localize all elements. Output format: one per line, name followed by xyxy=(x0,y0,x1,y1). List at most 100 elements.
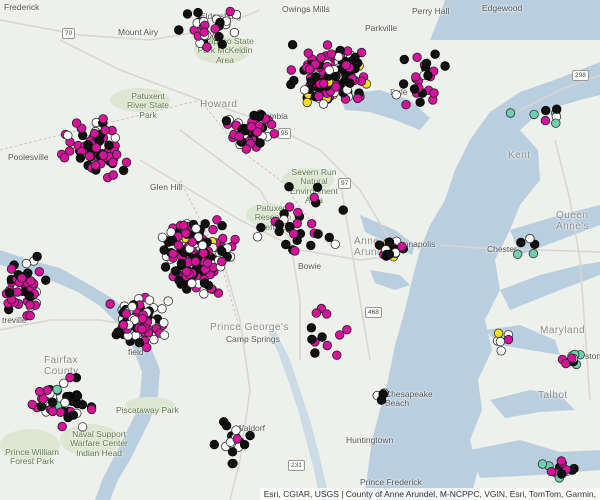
map-point-marker[interactable] xyxy=(187,237,198,247)
map-point-marker[interactable] xyxy=(289,75,299,86)
map-point-marker[interactable] xyxy=(267,119,277,130)
map-point-marker[interactable] xyxy=(284,202,295,212)
map-point-marker[interactable] xyxy=(60,397,70,408)
map-point-marker[interactable] xyxy=(104,140,114,150)
map-point-marker[interactable] xyxy=(319,78,329,89)
map-point-marker[interactable] xyxy=(118,320,129,330)
map-point-marker[interactable] xyxy=(89,128,100,139)
map-point-marker[interactable] xyxy=(181,267,192,277)
map-point-marker[interactable] xyxy=(246,121,257,132)
map-point-marker[interactable] xyxy=(311,72,321,82)
map-point-marker[interactable] xyxy=(26,276,36,286)
map-point-marker[interactable] xyxy=(324,232,335,243)
map-point-marker[interactable] xyxy=(412,52,422,63)
map-point-marker[interactable] xyxy=(302,97,312,108)
map-point-marker[interactable] xyxy=(121,309,132,319)
map-point-marker[interactable] xyxy=(505,108,516,118)
map-point-marker[interactable] xyxy=(35,386,45,397)
map-point-marker[interactable] xyxy=(218,233,228,244)
map-point-marker[interactable] xyxy=(157,232,168,243)
map-point-marker[interactable] xyxy=(59,378,69,389)
map-point-marker[interactable] xyxy=(72,391,83,401)
map-point-marker[interactable] xyxy=(149,334,159,345)
map-point-marker[interactable] xyxy=(59,153,70,163)
map-point-marker[interactable] xyxy=(415,97,425,108)
map-point-marker[interactable] xyxy=(159,330,170,340)
map-point-marker[interactable] xyxy=(421,58,432,69)
map-point-marker[interactable] xyxy=(322,40,333,50)
map-point-marker[interactable] xyxy=(77,422,88,432)
map-point-marker[interactable] xyxy=(202,42,212,52)
map-point-marker[interactable] xyxy=(98,114,108,124)
map-point-marker[interactable] xyxy=(173,240,184,250)
map-point-marker[interactable] xyxy=(202,258,213,268)
map-point-marker[interactable] xyxy=(429,88,439,98)
map-point-marker[interactable] xyxy=(326,49,337,59)
map-point-marker[interactable] xyxy=(399,54,410,65)
map-point-marker[interactable] xyxy=(91,142,101,153)
map-point-marker[interactable] xyxy=(6,264,17,274)
map-point-marker[interactable] xyxy=(314,91,324,102)
map-point-marker[interactable] xyxy=(322,340,333,351)
map-point-marker[interactable] xyxy=(342,325,352,335)
map-point-marker[interactable] xyxy=(398,79,409,89)
map-point-marker[interactable] xyxy=(217,256,227,267)
map-point-marker[interactable] xyxy=(411,72,421,82)
map-point-marker[interactable] xyxy=(313,229,323,239)
map-point-marker[interactable] xyxy=(127,302,137,312)
map-point-marker[interactable] xyxy=(198,248,209,258)
map-point-marker[interactable] xyxy=(199,27,209,37)
map-point-marker[interactable] xyxy=(525,233,535,244)
map-point-marker[interactable] xyxy=(230,234,240,245)
map-point-marker[interactable] xyxy=(57,421,67,432)
map-point-marker[interactable] xyxy=(48,406,58,417)
map-point-marker[interactable] xyxy=(234,131,245,142)
map-point-marker[interactable] xyxy=(163,296,173,306)
map-point-marker[interactable] xyxy=(252,232,263,242)
map-point-marker[interactable] xyxy=(567,353,577,364)
map-point-marker[interactable] xyxy=(303,48,314,58)
map-point-marker[interactable] xyxy=(335,330,345,340)
map-point-marker[interactable] xyxy=(217,246,227,257)
map-point-marker[interactable] xyxy=(356,47,367,58)
map-point-marker[interactable] xyxy=(374,240,385,250)
map-point-marker[interactable] xyxy=(331,82,341,92)
map-point-marker[interactable] xyxy=(105,299,115,309)
map-point-marker[interactable] xyxy=(200,219,210,229)
map-point-marker[interactable] xyxy=(332,350,342,360)
map-point-marker[interactable] xyxy=(72,399,83,409)
map-point-marker[interactable] xyxy=(4,288,15,298)
map-point-marker[interactable] xyxy=(293,207,303,218)
map-point-marker[interactable] xyxy=(168,249,178,259)
map-point-marker[interactable] xyxy=(309,192,319,203)
map-point-marker[interactable] xyxy=(12,287,23,297)
map-point-marker[interactable] xyxy=(299,85,310,95)
map-point-marker[interactable] xyxy=(397,241,407,252)
map-point-marker[interactable] xyxy=(289,229,299,239)
map-point-marker[interactable] xyxy=(187,278,197,289)
map-point-marker[interactable] xyxy=(221,421,232,431)
map-point-marker[interactable] xyxy=(210,24,220,34)
map-point-marker[interactable] xyxy=(118,165,129,176)
map-point-marker[interactable] xyxy=(241,144,252,154)
map-point-marker[interactable] xyxy=(221,116,232,126)
map-point-marker[interactable] xyxy=(214,31,224,42)
map-point-marker[interactable] xyxy=(199,278,210,288)
map-point-marker[interactable] xyxy=(401,99,411,110)
map-point-marker[interactable] xyxy=(190,256,201,267)
map-point-marker[interactable] xyxy=(290,246,300,256)
map-point-marker[interactable] xyxy=(556,456,567,466)
map-point-marker[interactable] xyxy=(180,228,191,239)
map-point-marker[interactable] xyxy=(208,224,218,235)
map-point-marker[interactable] xyxy=(71,118,82,128)
map-point-marker[interactable] xyxy=(551,118,561,128)
map-point-marker[interactable] xyxy=(21,258,32,269)
map-point-marker[interactable] xyxy=(552,104,562,114)
map-point-marker[interactable] xyxy=(134,338,145,348)
map-point-marker[interactable] xyxy=(229,27,240,38)
map-point-marker[interactable] xyxy=(160,262,171,272)
map-point-marker[interactable] xyxy=(108,170,119,180)
map-point-marker[interactable] xyxy=(17,273,27,284)
map-point-marker[interactable] xyxy=(330,239,341,250)
map-point-marker[interactable] xyxy=(228,458,238,469)
